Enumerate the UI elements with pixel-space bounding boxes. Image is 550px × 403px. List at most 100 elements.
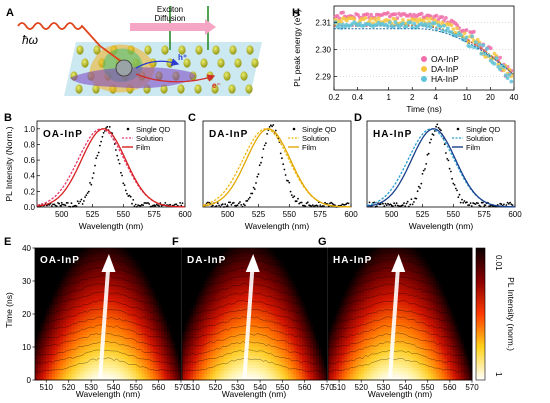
heatmap-cell bbox=[63, 293, 67, 297]
heatmap-cell bbox=[282, 260, 286, 264]
heatmap-cell bbox=[147, 308, 151, 312]
heatmap-cell bbox=[63, 320, 67, 324]
heatmap-cell bbox=[172, 329, 176, 333]
heatmap-cell bbox=[63, 362, 67, 366]
heatmap-cell bbox=[299, 332, 303, 336]
heatmap-cell bbox=[40, 314, 44, 318]
heatmap-cell bbox=[71, 356, 75, 360]
heatmap-cell bbox=[175, 254, 179, 258]
heatmap-cell bbox=[313, 359, 317, 363]
heatmap-cell bbox=[130, 293, 134, 297]
single-qd-point bbox=[448, 167, 451, 170]
heatmap-cell bbox=[268, 338, 272, 342]
heatmap-cell bbox=[287, 311, 292, 315]
heatmap-cell bbox=[116, 299, 120, 303]
heatmap-cell bbox=[99, 281, 103, 285]
heatmap-cell bbox=[46, 338, 50, 342]
heatmap-cell bbox=[304, 347, 308, 351]
heatmap-cell bbox=[198, 266, 202, 270]
heatmap-cell bbox=[60, 344, 64, 348]
heatmap-cell bbox=[198, 290, 202, 294]
heatmap-cell bbox=[254, 320, 258, 324]
heatmap-cell bbox=[68, 317, 72, 321]
heatmap-cell bbox=[274, 290, 278, 294]
heatmap-cell bbox=[116, 293, 120, 297]
heatmap-cell bbox=[138, 305, 143, 309]
heatmap-cell bbox=[207, 356, 211, 360]
heatmap-cell bbox=[246, 278, 250, 282]
heatmap-cell bbox=[287, 266, 292, 270]
heatmap-cell bbox=[161, 335, 165, 339]
single-qd-point bbox=[87, 190, 90, 193]
heatmap-cell bbox=[190, 269, 194, 273]
heatmap-cell bbox=[265, 341, 269, 345]
heatmap-cell bbox=[172, 314, 176, 318]
heatmap-cell bbox=[195, 275, 200, 279]
heatmap-cell bbox=[40, 362, 44, 366]
heatmap-cell bbox=[237, 332, 241, 336]
heatmap-cell bbox=[85, 296, 89, 300]
heatmap-cell bbox=[65, 269, 70, 273]
heatmap-cell bbox=[324, 317, 328, 321]
heatmap-cell bbox=[172, 254, 176, 258]
heatmap-cell bbox=[193, 254, 197, 258]
heatmap-cell bbox=[178, 308, 182, 312]
heatmap-cell bbox=[164, 260, 168, 264]
heatmap-cell bbox=[147, 332, 151, 336]
heatmap-cell bbox=[268, 344, 272, 348]
heatmap-cell bbox=[152, 350, 157, 354]
heatmap-cell bbox=[166, 320, 171, 324]
heatmap-cell bbox=[296, 257, 300, 261]
single-qd-point bbox=[126, 192, 128, 195]
heatmap-cell bbox=[138, 311, 143, 315]
heatmap-cell bbox=[268, 251, 272, 255]
heatmap-cell bbox=[254, 317, 258, 321]
heatmap-cell bbox=[110, 296, 115, 300]
heatmap-cell bbox=[51, 305, 56, 309]
heatmap-cell bbox=[161, 290, 165, 294]
heatmap-cell bbox=[71, 341, 75, 345]
heatmap-cell bbox=[161, 377, 165, 381]
heatmap-cell bbox=[68, 254, 72, 258]
heatmap-cell bbox=[91, 281, 95, 285]
heatmap-cell bbox=[79, 317, 84, 321]
heatmap-cell bbox=[271, 269, 275, 273]
heatmap-cell bbox=[127, 353, 131, 357]
heatmap-cell bbox=[184, 248, 188, 252]
heatmap-cell bbox=[187, 263, 191, 267]
single-qd-point bbox=[258, 164, 261, 167]
heatmap-cell bbox=[279, 341, 283, 345]
heatmap-cell bbox=[40, 302, 44, 306]
heatmap-cell bbox=[136, 353, 140, 357]
heatmap-cell bbox=[190, 260, 194, 264]
heatmap-cell bbox=[265, 275, 269, 279]
heatmap-cell bbox=[262, 332, 267, 336]
single-qd-point bbox=[507, 203, 510, 205]
heatmap-cell bbox=[141, 308, 145, 312]
heatmap-cell bbox=[318, 368, 322, 372]
heatmap-cell bbox=[209, 314, 214, 318]
heatmap-cell bbox=[234, 305, 239, 309]
heatmap-cell bbox=[96, 266, 100, 270]
heatmap-cell bbox=[54, 260, 58, 264]
heatmap-cell bbox=[150, 263, 154, 267]
heatmap-cell bbox=[88, 266, 92, 270]
heatmap-cell bbox=[133, 335, 137, 339]
heatmap-cell bbox=[209, 293, 214, 297]
heatmap-cell bbox=[201, 347, 205, 351]
heatmap-cell bbox=[307, 278, 311, 282]
heatmap-cell bbox=[178, 248, 182, 252]
heatmap-cell bbox=[158, 272, 162, 276]
heatmap-cell bbox=[93, 368, 98, 372]
heatmap-cell bbox=[182, 278, 186, 282]
heatmap-cell bbox=[172, 350, 176, 354]
heatmap-cell bbox=[71, 275, 75, 279]
heatmap-cell bbox=[144, 248, 148, 252]
heatmap-cell bbox=[60, 368, 64, 372]
heatmap-cell bbox=[310, 269, 314, 273]
heatmap-cell bbox=[74, 272, 78, 276]
heatmap-cell bbox=[301, 320, 306, 324]
heatmap-cell bbox=[110, 344, 115, 348]
heatmap-cell bbox=[172, 323, 176, 327]
heatmap-cell bbox=[209, 341, 214, 345]
